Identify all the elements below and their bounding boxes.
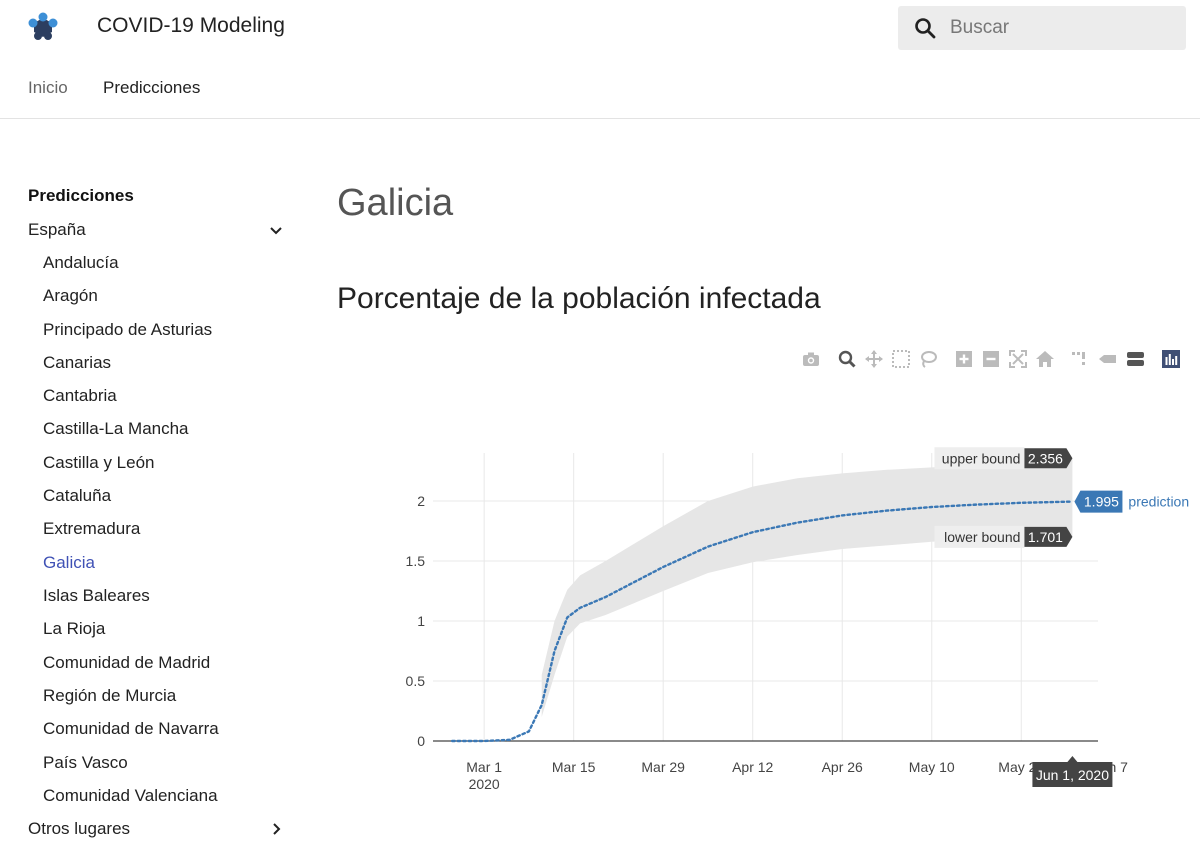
sidebar-item-espana[interactable]: España [28, 220, 286, 240]
y-tick-label: 2 [417, 493, 425, 509]
zoom-icon[interactable] [836, 348, 858, 370]
camera-icon[interactable] [800, 348, 822, 370]
site-title[interactable]: COVID-19 Modeling [97, 14, 285, 37]
reset-axes-icon[interactable] [1034, 348, 1056, 370]
zoom-in-icon[interactable] [953, 348, 975, 370]
prediction-tooltip-value: 1.995 [1084, 494, 1119, 510]
sidebar-item-galicia[interactable]: Galicia [43, 553, 95, 572]
y-tick-label: 0 [417, 733, 425, 749]
sidebar-item-aragon[interactable]: Aragón [43, 286, 98, 305]
prediction-tooltip: 1.995 prediction [1074, 490, 1189, 513]
hover-tooltips: 2.356 upper bound 1.701 lower bound 1.995 pre… [934, 447, 1189, 787]
sidebar-item-andalucia[interactable]: Andalucía [43, 253, 119, 272]
x-tick-label: Mar 1 2020 [466, 759, 502, 792]
x-tick-label: Apr 26 [822, 759, 863, 775]
prediction-tooltip-label: prediction [1128, 494, 1189, 510]
autoscale-icon[interactable] [1007, 348, 1029, 370]
hover-compare-icon[interactable] [1124, 348, 1146, 370]
sidebar-item-pais-vasco[interactable]: País Vasco [43, 753, 128, 772]
spike-lines-icon[interactable] [1068, 348, 1090, 370]
chevron-down-icon [270, 227, 282, 235]
sidebar-item-castilla-y-leon[interactable]: Castilla y León [43, 453, 155, 472]
lasso-icon[interactable] [917, 348, 939, 370]
sidebar-heading: Predicciones [28, 186, 134, 205]
search-icon [915, 18, 936, 39]
hover-closest-icon[interactable] [1097, 348, 1119, 370]
search-input[interactable] [950, 12, 1170, 44]
sidebar-item-madrid[interactable]: Comunidad de Madrid [43, 653, 211, 672]
sidebar-item-canarias[interactable]: Canarias [43, 353, 112, 372]
sidebar-item-extremadura[interactable]: Extremadura [43, 519, 141, 538]
sidebar-item-cantabria[interactable]: Cantabria [43, 386, 117, 405]
y-tick-label: 1 [417, 613, 425, 629]
search-box[interactable] [898, 6, 1186, 50]
sidebar-item-otros-lugares[interactable]: Otros lugares [28, 819, 286, 839]
sidebar-item-valenciana[interactable]: Comunidad Valenciana [43, 786, 218, 805]
confidence-band [541, 458, 1073, 717]
chevron-right-icon [273, 823, 281, 835]
x-tick-label: May 10 [909, 759, 955, 775]
pan-icon[interactable] [863, 348, 885, 370]
plotly-logo-icon[interactable] [1160, 348, 1182, 370]
sidebar-item-islas-baleares[interactable]: Islas Baleares [43, 586, 150, 605]
lower-bound-tooltip: 1.701 lower bound [934, 525, 1073, 548]
x-tick-label: Mar 29 [641, 759, 685, 775]
lower-bound-tooltip-value: 1.701 [1028, 529, 1063, 545]
sidebar-item-la-rioja[interactable]: La Rioja [43, 619, 106, 638]
upper-bound-tooltip: 2.356 upper bound [934, 447, 1073, 470]
sidebar-item-label: España [28, 220, 86, 239]
sidebar-item-navarra[interactable]: Comunidad de Navarra [43, 719, 219, 738]
header-divider [0, 118, 1200, 119]
prediction-series [450, 500, 1074, 743]
site-logo-icon[interactable] [28, 12, 58, 42]
x-tick-label: Apr 12 [732, 759, 773, 775]
zoom-out-icon[interactable] [980, 348, 1002, 370]
upper-bound-tooltip-value: 2.356 [1028, 450, 1063, 466]
lower-bound-tooltip-label: lower bound [944, 529, 1020, 545]
y-tick-label: 1.5 [406, 553, 426, 569]
x-tick-label: Mar 15 [552, 759, 596, 775]
sidebar-item-label: Otros lugares [28, 819, 131, 838]
sidebar-item-asturias[interactable]: Principado de Asturias [43, 320, 213, 339]
section-title: Porcentaje de la población infectada [337, 282, 821, 315]
date-tooltip-text: Jun 1, 2020 [1036, 767, 1109, 783]
plot-modebar [800, 348, 1190, 372]
y-tick-label: 0.5 [406, 673, 426, 689]
date-tooltip: Jun 1, 2020 [1032, 756, 1113, 787]
tab-inicio[interactable]: Inicio [28, 78, 68, 97]
sidebar-item-cataluna[interactable]: Cataluña [43, 486, 112, 505]
upper-bound-tooltip-label: upper bound [942, 450, 1021, 466]
sidebar-item-murcia[interactable]: Región de Murcia [43, 686, 177, 705]
confidence-band-area [541, 458, 1073, 717]
box-select-icon[interactable] [890, 348, 912, 370]
tab-predicciones[interactable]: Predicciones [103, 78, 201, 97]
prediction-line [450, 500, 1074, 743]
sidebar-item-castilla-la-mancha[interactable]: Castilla-La Mancha [43, 419, 189, 438]
page-title: Galicia [337, 182, 454, 224]
